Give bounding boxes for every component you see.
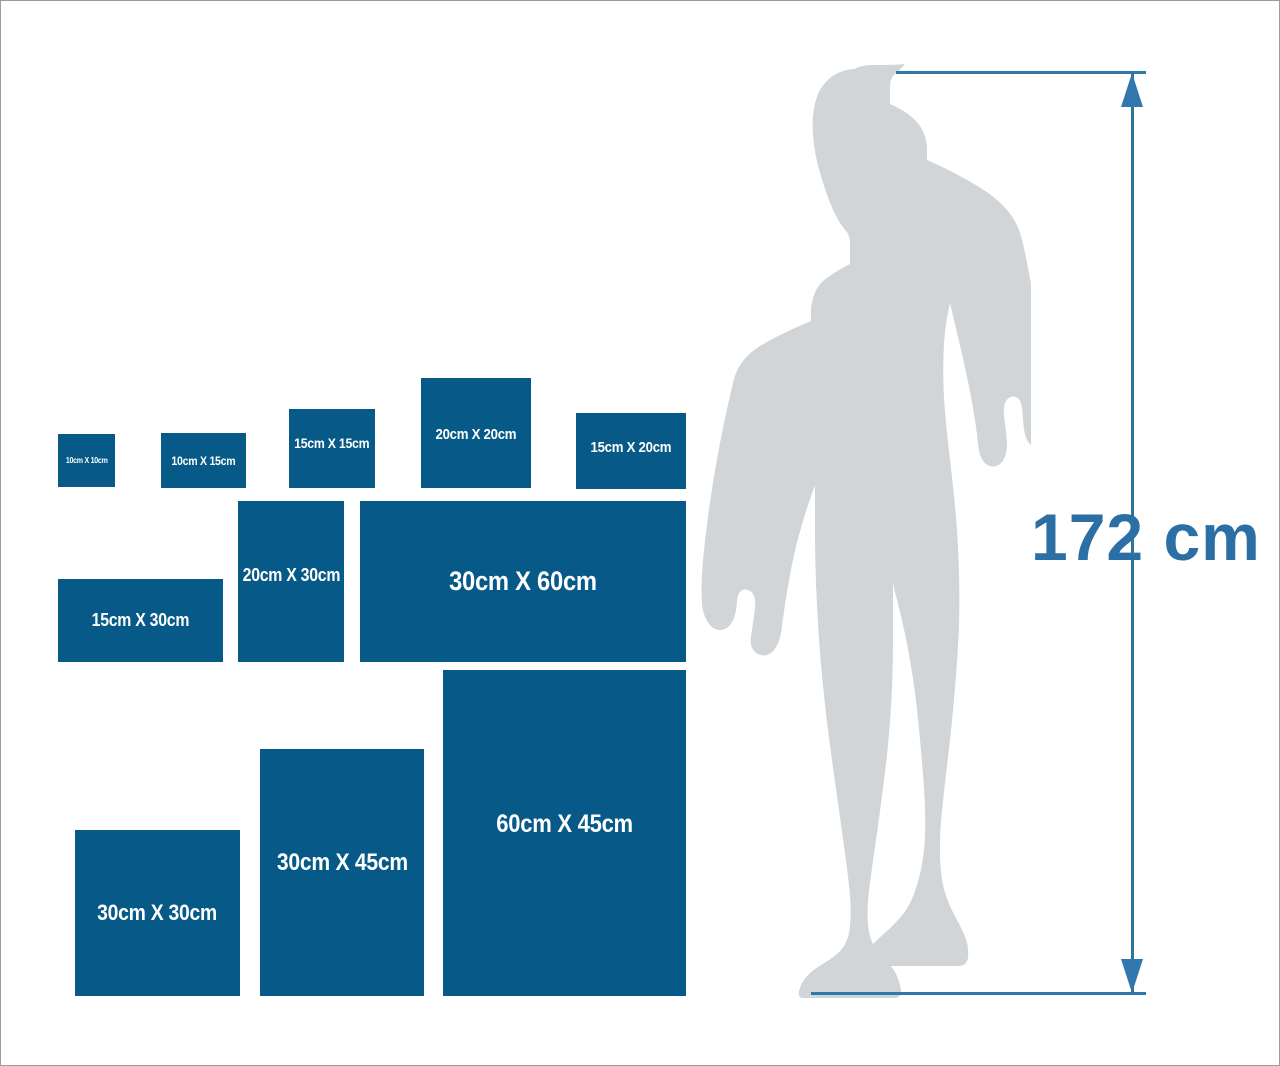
size-swatch-15x15[interactable]: 15cm X 15cm [289, 409, 375, 488]
size-swatch-20x20[interactable]: 20cm X 20cm [421, 378, 531, 488]
size-swatch-label: 15cm X 30cm [91, 610, 190, 630]
height-value-label: 172 cm [1031, 500, 1261, 574]
size-swatch-30x45[interactable]: 30cm X 45cm [260, 749, 424, 996]
size-swatch-label: 15cm X 20cm [590, 439, 672, 456]
size-swatch-15x30[interactable]: 15cm X 30cm [58, 579, 223, 662]
size-swatch-30x30[interactable]: 30cm X 30cm [75, 830, 240, 996]
human-silhouette-icon [701, 63, 1031, 998]
size-swatch-label: 30cm X 45cm [276, 849, 408, 876]
size-swatch-label: 10cm X 10cm [65, 456, 108, 465]
size-swatch-label: 10cm X 15cm [171, 453, 236, 468]
height-top-reference-line [896, 71, 1146, 74]
size-swatch-label: 60cm X 45cm [496, 810, 633, 838]
height-bottom-reference-line [811, 992, 1146, 995]
size-swatch-label: 15cm X 15cm [294, 435, 370, 451]
arrow-up-icon [1121, 73, 1143, 107]
size-swatch-label: 20cm X 30cm [242, 565, 340, 585]
size-swatch-20x30[interactable]: 20cm X 30cm [238, 501, 344, 662]
size-swatch-label: 30cm X 60cm [449, 566, 597, 596]
size-swatch-label: 20cm X 20cm [435, 426, 517, 443]
arrow-down-icon [1121, 959, 1143, 993]
size-swatch-15x20[interactable]: 15cm X 20cm [576, 413, 686, 489]
size-swatch-10x15[interactable]: 10cm X 15cm [161, 433, 246, 488]
height-dimension-line [1131, 73, 1134, 993]
size-swatch-label: 30cm X 30cm [97, 900, 218, 925]
size-swatch-60x45[interactable]: 60cm X 45cm [443, 670, 686, 996]
size-swatch-10x10[interactable]: 10cm X 10cm [58, 434, 115, 487]
size-swatch-30x60[interactable]: 30cm X 60cm [360, 501, 686, 662]
